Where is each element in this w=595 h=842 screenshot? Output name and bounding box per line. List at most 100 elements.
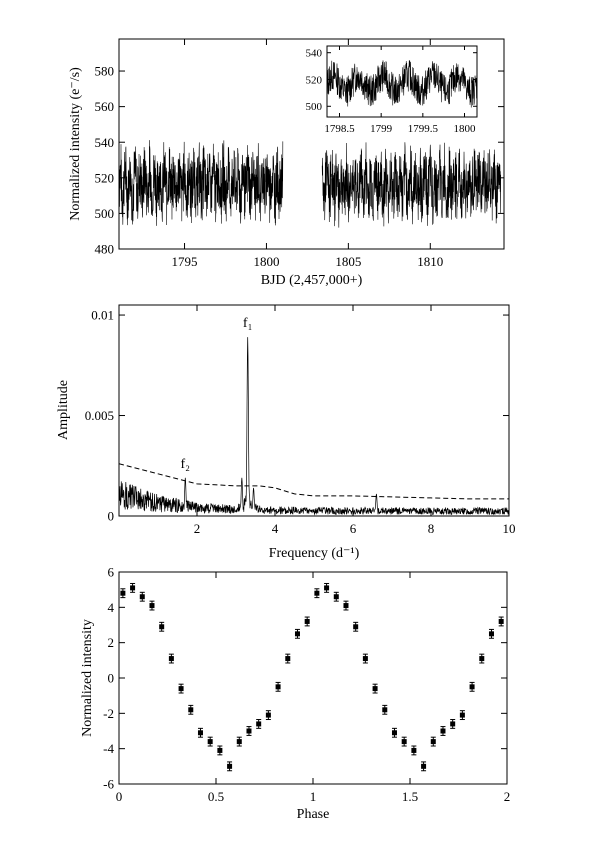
light-curve-segment — [119, 140, 284, 226]
phase-axes: 0 0.5 1 1.5 2 -6 -4 -2 0 2 4 6 — [103, 565, 510, 804]
y-tick-label: 540 — [95, 135, 115, 150]
data-marker — [227, 763, 233, 769]
data-marker — [353, 624, 359, 630]
y-tick-label: 0 — [108, 509, 115, 524]
data-marker — [217, 747, 223, 753]
y-tick-label: -2 — [103, 706, 114, 721]
phase-point — [362, 653, 368, 664]
x-tick-label: 1810 — [417, 254, 443, 269]
data-marker — [139, 594, 145, 600]
y-tick-label: 540 — [306, 48, 323, 60]
phase-point — [275, 681, 281, 692]
phase-point — [149, 600, 155, 611]
phase-point — [469, 681, 475, 692]
y-tick-label: 480 — [95, 242, 115, 257]
x-tick-label: 1795 — [172, 254, 198, 269]
phase-point — [382, 704, 388, 715]
phase-point — [178, 683, 184, 694]
data-marker — [275, 684, 281, 690]
y-tick-label: 500 — [306, 101, 323, 113]
data-marker — [188, 707, 194, 713]
phase-point — [256, 719, 262, 729]
light-curve-trace — [119, 140, 502, 228]
data-marker — [159, 624, 165, 630]
noise-threshold-line — [119, 463, 509, 500]
data-marker — [120, 590, 126, 596]
x-tick-label: 2 — [194, 521, 201, 536]
periodogram-ylabel: Amplitude — [56, 380, 71, 440]
phase-point — [304, 616, 310, 627]
data-marker — [168, 656, 174, 662]
data-marker — [401, 739, 407, 745]
phase-point — [227, 761, 233, 772]
data-marker — [498, 618, 504, 624]
x-tick-label: 1800 — [253, 254, 279, 269]
light-curve-frame — [118, 38, 505, 250]
phase-point — [285, 653, 291, 664]
peak-label: f₂ — [181, 457, 191, 472]
x-tick-label: 8 — [428, 521, 435, 536]
data-marker — [421, 763, 427, 769]
data-marker — [343, 603, 349, 609]
periodogram-trace — [119, 337, 509, 516]
data-marker — [459, 712, 465, 718]
y-tick-label: 500 — [95, 206, 115, 221]
light-curve-inset: 1798.5 1799 1799.5 1800 500 520 540 — [306, 45, 478, 135]
y-tick-label: 520 — [95, 170, 115, 185]
phase-points — [120, 582, 504, 772]
x-tick-label: 1798.5 — [324, 123, 355, 135]
y-tick-label: 6 — [108, 565, 115, 580]
phase-point — [236, 736, 242, 747]
data-marker — [362, 656, 368, 662]
y-tick-label: 0 — [108, 671, 115, 686]
data-marker — [382, 707, 388, 713]
data-marker — [149, 603, 155, 609]
peak-label: f₁ — [243, 316, 253, 331]
x-tick-label: 1805 — [335, 254, 361, 269]
data-marker — [256, 721, 262, 727]
phase-point — [130, 582, 136, 593]
x-tick-label: 2 — [504, 789, 511, 804]
periodogram-xlabel: Frequency (d⁻¹) — [269, 546, 360, 561]
data-marker — [207, 739, 213, 745]
data-marker — [324, 585, 330, 591]
x-tick-label: 6 — [350, 521, 357, 536]
phase-point — [450, 719, 456, 729]
y-tick-label: 520 — [306, 74, 323, 86]
light-curve-ylabel: Normalized intensity (e⁻/s) — [68, 67, 83, 221]
data-marker — [314, 590, 320, 596]
inset-trace — [327, 60, 477, 108]
light-curve-xlabel: BJD (2,457,000+) — [261, 273, 363, 288]
phase-xlabel: Phase — [297, 807, 330, 822]
data-marker — [469, 684, 475, 690]
phase-frame — [118, 571, 508, 785]
x-tick-label: 1 — [310, 789, 317, 804]
data-marker — [197, 730, 203, 736]
light-curve-axes: 1795 1800 1805 1810 480 500 520 540 560 580 — [95, 39, 504, 269]
data-marker — [304, 618, 310, 624]
phase-point — [217, 745, 223, 756]
phase-point — [430, 736, 436, 747]
phase-point — [479, 653, 485, 664]
phase-point — [120, 588, 126, 599]
phase-panel: 0 0.5 1 1.5 2 -6 -4 -2 0 2 4 6 Phase Normalized int… — [80, 565, 510, 822]
data-marker — [285, 656, 291, 662]
x-tick-label: 4 — [272, 521, 279, 536]
phase-point — [324, 582, 330, 593]
x-tick-label: 1.5 — [402, 789, 418, 804]
phase-point — [294, 628, 300, 639]
phase-point — [139, 591, 145, 602]
x-tick-label: 1799 — [370, 123, 393, 135]
phase-point — [343, 600, 349, 611]
data-marker — [265, 712, 271, 718]
x-tick-label: 1800 — [454, 123, 477, 135]
y-tick-label: 0.005 — [85, 408, 114, 423]
phase-point — [207, 736, 213, 747]
y-tick-label: -6 — [103, 777, 114, 792]
periodogram-axes: 2 4 6 8 10 0 0.005 0.01 — [85, 305, 516, 536]
periodogram-panel: 2 4 6 8 10 0 0.005 0.01 Frequency (d⁻¹) Amplitu… — [56, 304, 516, 561]
phase-point — [440, 726, 446, 736]
inset-frame — [326, 45, 478, 118]
data-marker — [391, 730, 397, 736]
